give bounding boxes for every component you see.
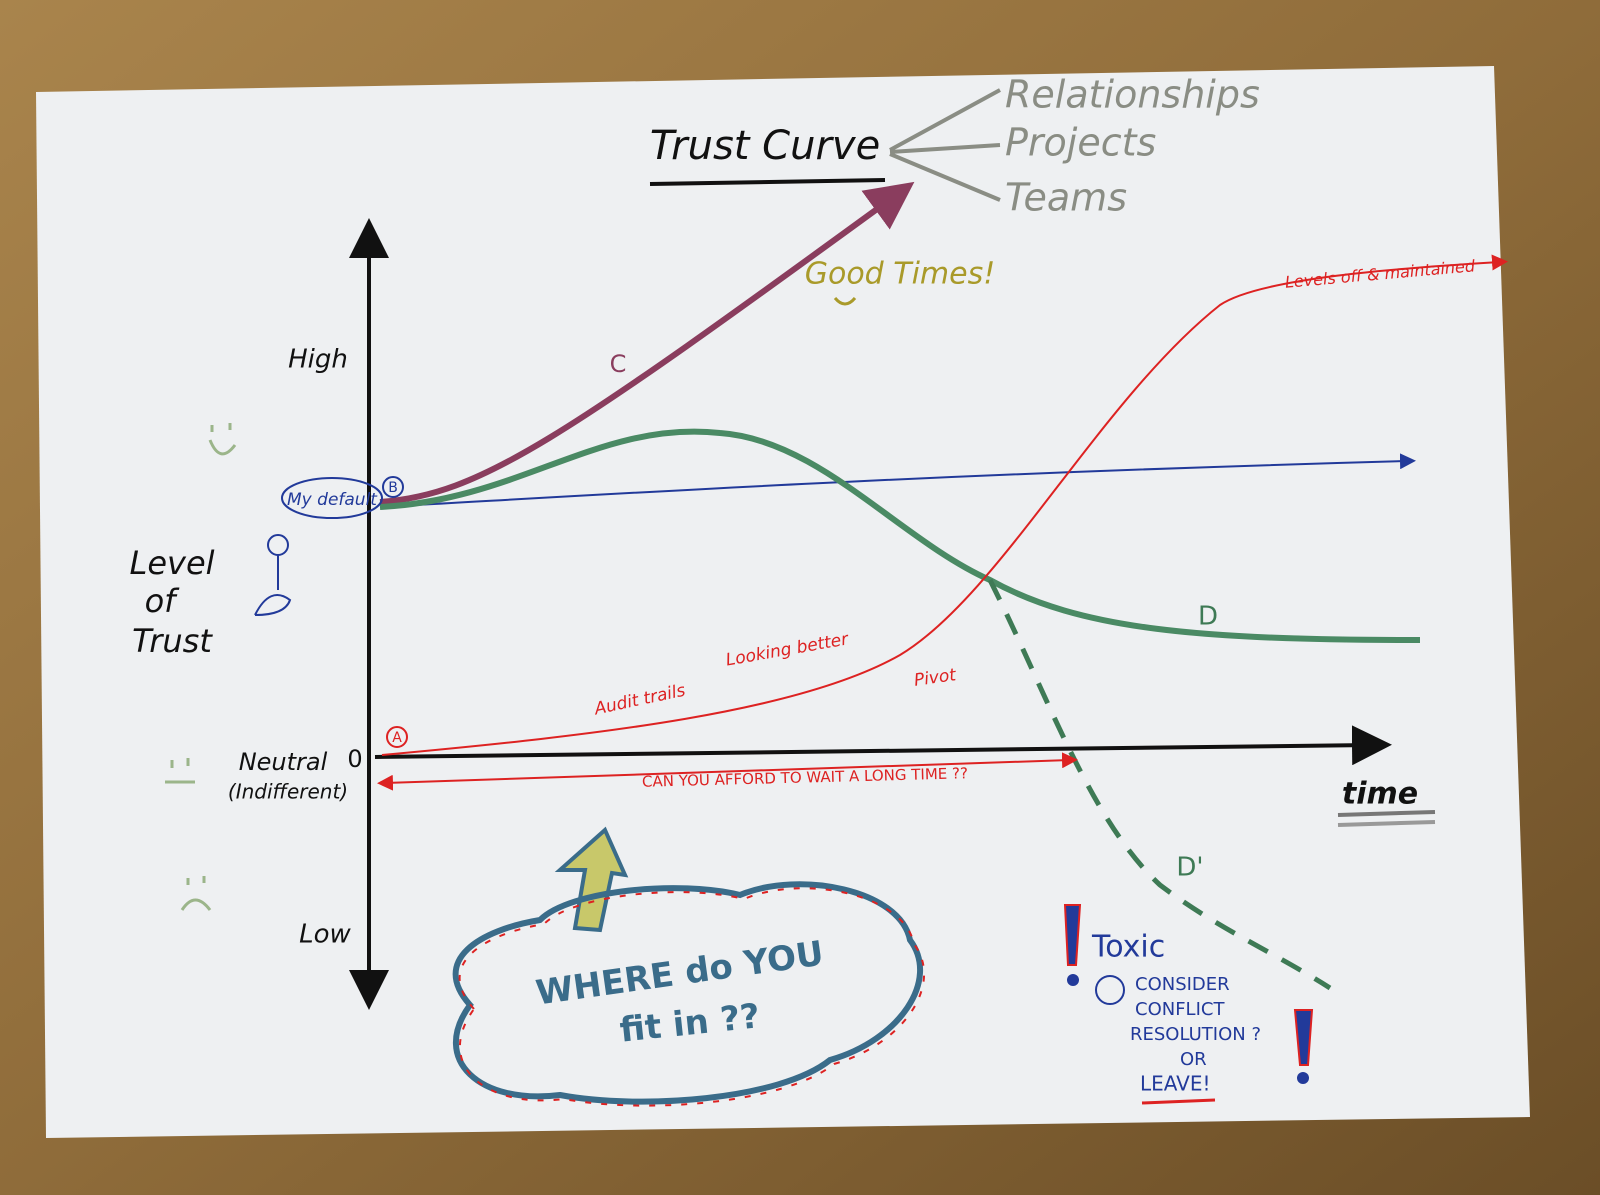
up-arrow <box>554 826 629 933</box>
applies-to: Teams <box>1005 176 1127 220</box>
default-label: My default <box>287 490 378 510</box>
y-low: Low <box>299 920 351 950</box>
toxic-line: OR <box>1180 1049 1207 1070</box>
curve-d <box>379 428 1421 643</box>
faces <box>165 423 237 911</box>
good-times: Good Times! <box>805 257 996 292</box>
c-label: C <box>610 350 627 378</box>
default-bubble <box>281 477 383 519</box>
paper <box>36 66 1530 1138</box>
toxic-title: Toxic <box>1091 930 1165 965</box>
toxic-line: RESOLUTION ? <box>1130 1024 1261 1045</box>
x-label: time <box>1342 777 1418 812</box>
curve-a <box>381 254 1508 756</box>
stick-figure <box>254 534 292 616</box>
exclamation-dot <box>1067 974 1079 986</box>
leave-underline <box>1141 1098 1216 1105</box>
a-circle <box>386 726 408 748</box>
y-label: Trust <box>132 622 213 660</box>
applies-to: Relationships <box>1005 73 1260 117</box>
y-neutral: Neutral <box>239 748 328 776</box>
y-high: High <box>288 345 348 375</box>
toxic-line: LEAVE! <box>1140 1072 1211 1096</box>
y-neutral-note: (Indifferent) <box>228 780 348 804</box>
x-underline <box>1337 820 1436 827</box>
exclamation <box>1293 1009 1314 1066</box>
y-label: Level <box>129 544 214 582</box>
branch-lines <box>889 88 1001 202</box>
y-zero: 0 <box>347 745 362 773</box>
b-circle <box>382 476 404 498</box>
curve-b <box>379 453 1416 508</box>
toxic-line: CONFLICT <box>1135 999 1225 1020</box>
title-underline <box>649 178 886 186</box>
good-face <box>833 296 857 306</box>
applies-to: Projects <box>1005 121 1156 165</box>
exclamation <box>1063 904 1082 966</box>
d-label: D <box>1198 602 1218 632</box>
title: Trust Curve <box>650 123 880 169</box>
a-label: A <box>392 730 402 746</box>
x-underline <box>1337 810 1436 817</box>
exclamation-dot <box>1297 1072 1309 1084</box>
wait-arrow <box>377 752 1078 791</box>
y-label: of <box>145 582 181 620</box>
toxic-line: CONSIDER <box>1135 974 1230 995</box>
b-label: B <box>388 480 398 496</box>
curve-c <box>379 181 915 505</box>
d-prime-label: D' <box>1176 853 1203 883</box>
cloud <box>452 881 924 1105</box>
sad-face <box>1095 975 1125 1005</box>
